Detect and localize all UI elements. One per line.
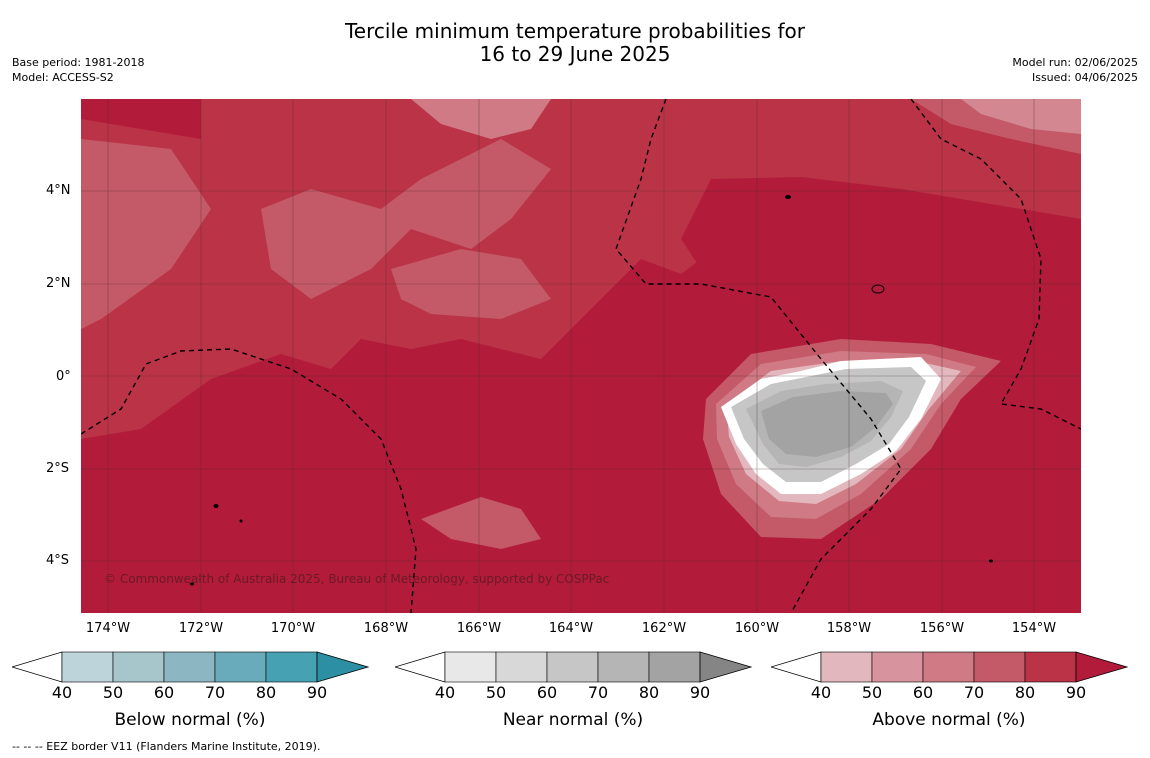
colorbar-near bbox=[393, 650, 753, 688]
islands bbox=[190, 195, 993, 586]
model-run: Model run: 02/06/2025 bbox=[1012, 56, 1138, 69]
meta-right: Model run: 02/06/2025 Issued: 04/06/2025 bbox=[1012, 55, 1138, 85]
colorbar-tick: 40 bbox=[810, 683, 832, 702]
lat-label: 2°S bbox=[46, 461, 70, 476]
lat-label: 2°N bbox=[46, 276, 71, 291]
colorbar-swatch bbox=[112, 651, 165, 683]
probability-map bbox=[81, 99, 1081, 613]
lat-label: 4°S bbox=[46, 553, 70, 568]
colorbar-swatch bbox=[699, 651, 753, 683]
colorbar-tick: 60 bbox=[153, 683, 175, 702]
colorbar-title-near: Near normal (%) bbox=[502, 710, 644, 730]
colorbar-swatch bbox=[820, 651, 873, 683]
issued-date: Issued: 04/06/2025 bbox=[1031, 71, 1138, 84]
colorbar-swatch bbox=[546, 651, 599, 683]
colorbar-tick: 70 bbox=[204, 683, 226, 702]
colorbar-tick: 90 bbox=[1065, 683, 1087, 702]
colorbar-tick: 90 bbox=[306, 683, 328, 702]
colorbar-tick: 60 bbox=[912, 683, 934, 702]
copyright-note: © Commonwealth of Australia 2025, Bureau… bbox=[104, 572, 610, 586]
colorbar-tick: 70 bbox=[587, 683, 609, 702]
model-name: Model: ACCESS-S2 bbox=[12, 71, 114, 84]
colorbar-swatch bbox=[444, 651, 497, 683]
colorbar-tick: 50 bbox=[861, 683, 883, 702]
colorbar-swatch bbox=[1075, 651, 1129, 683]
colorbar-swatch bbox=[265, 651, 318, 683]
lon-label: 170°W bbox=[270, 621, 316, 636]
lat-label: 4°N bbox=[46, 183, 71, 198]
colorbar-below-graphic bbox=[10, 651, 370, 683]
meta-left: Base period: 1981-2018 Model: ACCESS-S2 bbox=[12, 55, 144, 85]
title-line-2: 16 to 29 June 2025 bbox=[479, 42, 671, 66]
colorbar-tick: 70 bbox=[963, 683, 985, 702]
colorbar-swatch bbox=[163, 651, 216, 683]
colorbar-near-graphic bbox=[393, 651, 753, 683]
region-above-90-east bbox=[681, 177, 1081, 339]
colorbar-above bbox=[769, 650, 1129, 688]
colorbar-swatch bbox=[922, 651, 975, 683]
colorbar-swatch bbox=[1024, 651, 1077, 683]
region-above-70-west bbox=[81, 139, 211, 329]
region-above-70-south bbox=[421, 497, 541, 549]
lon-label: 168°W bbox=[363, 621, 409, 636]
colorbar-swatch bbox=[648, 651, 701, 683]
title-line-1: Tercile minimum temperature probabilitie… bbox=[344, 19, 806, 43]
colorbar-swatch bbox=[597, 651, 650, 683]
colorbar-tick: 40 bbox=[51, 683, 73, 702]
colorbar-above-graphic bbox=[769, 651, 1129, 683]
colorbar-swatch bbox=[973, 651, 1026, 683]
region-above-60-north bbox=[411, 99, 551, 139]
lon-label: 162°W bbox=[641, 621, 687, 636]
colorbar-title-below: Below normal (%) bbox=[114, 710, 266, 730]
colorbar-swatch bbox=[316, 651, 370, 683]
colorbar-tick: 80 bbox=[255, 683, 277, 702]
lon-label: 154°W bbox=[1011, 621, 1057, 636]
colorbar-tick: 80 bbox=[638, 683, 660, 702]
eez-footnote: -- -- -- EEZ border V11 (Flanders Marine… bbox=[12, 740, 321, 753]
colorbar-swatch bbox=[214, 651, 267, 683]
lon-label: 156°W bbox=[919, 621, 965, 636]
region-above-60-ne bbox=[961, 99, 1081, 134]
colorbar-tick: 50 bbox=[485, 683, 507, 702]
colorbar-swatch bbox=[61, 651, 114, 683]
eez-borders bbox=[81, 99, 1081, 613]
colorbar-swatch bbox=[495, 651, 548, 683]
colorbar-tick: 60 bbox=[536, 683, 558, 702]
colorbar-below bbox=[10, 650, 370, 688]
base-period: Base period: 1981-2018 bbox=[12, 56, 145, 69]
colorbar-title-above: Above normal (%) bbox=[872, 710, 1026, 730]
map-title: Tercile minimum temperature probabilitie… bbox=[0, 20, 1150, 66]
colorbar-tick: 90 bbox=[689, 683, 711, 702]
colorbar-tick: 80 bbox=[1014, 683, 1036, 702]
lon-label: 164°W bbox=[548, 621, 594, 636]
lon-label: 172°W bbox=[178, 621, 224, 636]
lat-label: 0° bbox=[56, 369, 71, 384]
colorbar-tick: 50 bbox=[102, 683, 124, 702]
colorbar-swatch bbox=[871, 651, 924, 683]
region-above-70-north bbox=[261, 139, 551, 299]
region-near-90 bbox=[761, 391, 893, 457]
colorbar-tick: 40 bbox=[434, 683, 456, 702]
map-panel[interactable] bbox=[81, 99, 1081, 613]
lon-label: 174°W bbox=[85, 621, 131, 636]
lon-label: 158°W bbox=[826, 621, 872, 636]
lon-label: 160°W bbox=[734, 621, 780, 636]
lon-label: 166°W bbox=[456, 621, 502, 636]
graticule bbox=[81, 99, 1081, 613]
